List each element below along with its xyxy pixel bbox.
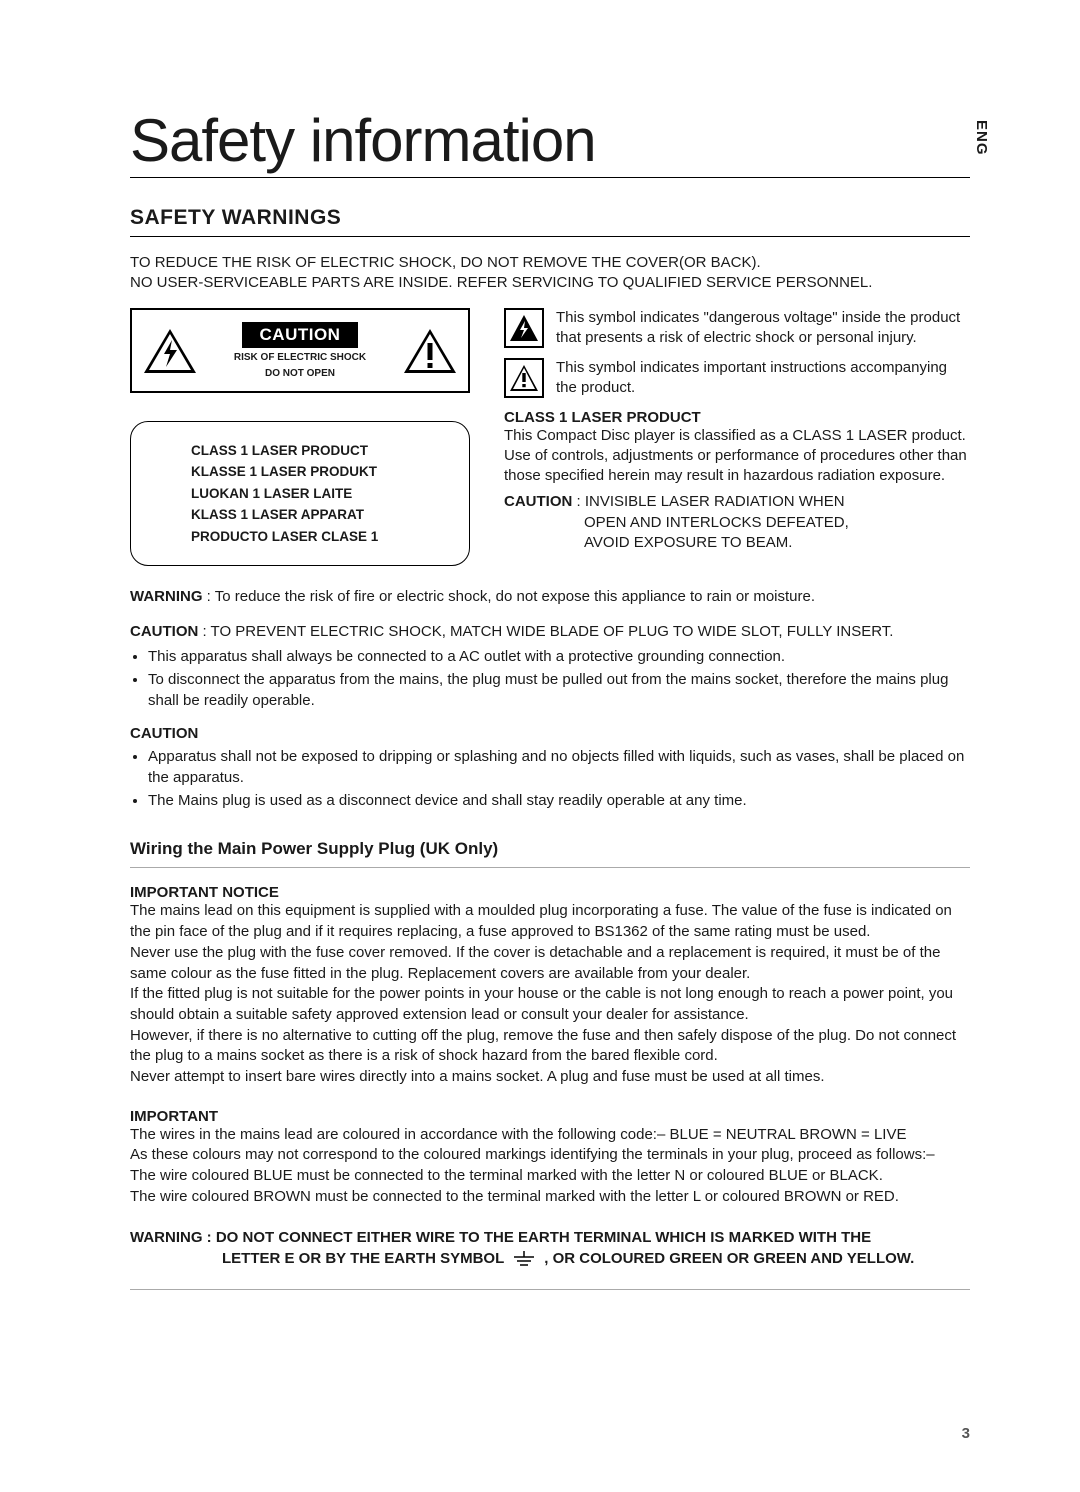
final-warning-line-1: WARNING : DO NOT CONNECT EITHER WIRE TO … <box>130 1227 970 1248</box>
shock-triangle-mini-icon <box>509 314 539 342</box>
caution-text-2: : TO PREVENT ELECTRIC SHOCK, MATCH WIDE … <box>198 623 893 640</box>
safety-warnings-heading: SAFETY WARNINGS <box>130 206 970 237</box>
list-item: The Mains plug is used as a disconnect d… <box>148 790 970 811</box>
warning-label: WARNING <box>130 588 203 605</box>
bullet-list-1: This apparatus shall always be connected… <box>130 646 970 711</box>
symbol-row-exclamation: This symbol indicates important instruct… <box>504 358 970 399</box>
important-p3: The wire coloured BLUE must be connected… <box>130 1166 970 1187</box>
list-item: Apparatus shall not be exposed to drippi… <box>148 746 970 788</box>
intro-line-2: NO USER-SERVICEABLE PARTS ARE INSIDE. RE… <box>130 273 970 293</box>
class1-heading: CLASS 1 LASER PRODUCT <box>504 409 970 426</box>
important-p2: As these colours may not correspond to t… <box>130 1145 970 1166</box>
exclamation-triangle-mini-icon <box>509 364 539 392</box>
two-column-region: CAUTION RISK OF ELECTRIC SHOCK DO NOT OP… <box>130 308 970 567</box>
important-p4: The wire coloured BROWN must be connecte… <box>130 1187 970 1208</box>
caution-sub-2: DO NOT OPEN <box>234 368 366 381</box>
laser-line-2: KLASSE 1 LASER PRODUKT <box>191 461 449 483</box>
radiation-line-2: OPEN AND INTERLOCKS DEFEATED, <box>504 513 970 533</box>
mini-exclamation-box <box>504 358 544 398</box>
exclamation-triangle-icon <box>402 327 458 375</box>
caution-radiation: CAUTION : INVISIBLE LASER RADIATION WHEN… <box>504 492 970 553</box>
bullet-list-2: Apparatus shall not be exposed to drippi… <box>130 746 970 811</box>
radiation-label: CAUTION <box>504 493 572 510</box>
symbol-shock-text: This symbol indicates "dangerous voltage… <box>556 308 970 349</box>
laser-class-box: CLASS 1 LASER PRODUCT KLASSE 1 LASER PRO… <box>130 421 470 567</box>
shock-triangle-icon <box>142 327 198 375</box>
notice-p5: Never attempt to insert bare wires direc… <box>130 1067 970 1088</box>
warning-text: : To reduce the risk of fire or electric… <box>203 588 816 605</box>
left-column: CAUTION RISK OF ELECTRIC SHOCK DO NOT OP… <box>130 308 470 567</box>
language-tab: ENG <box>973 120 990 156</box>
class1-para-1: This Compact Disc player is classified a… <box>504 426 970 446</box>
list-item: To disconnect the apparatus from the mai… <box>148 669 970 711</box>
intro-text: TO REDUCE THE RISK OF ELECTRIC SHOCK, DO… <box>130 253 970 294</box>
page-number: 3 <box>962 1425 970 1442</box>
notice-p1: The mains lead on this equipment is supp… <box>130 901 970 942</box>
final-warning: WARNING : DO NOT CONNECT EITHER WIRE TO … <box>130 1227 970 1290</box>
important-p1: The wires in the mains lead are coloured… <box>130 1125 970 1146</box>
earth-symbol-icon <box>510 1251 538 1267</box>
important-notice-heading: IMPORTANT NOTICE <box>130 884 970 901</box>
notice-p3: If the fitted plug is not suitable for t… <box>130 984 970 1025</box>
page-title: Safety information <box>130 106 970 178</box>
mini-shock-box <box>504 308 544 348</box>
radiation-line-3: AVOID EXPOSURE TO BEAM. <box>504 533 970 553</box>
intro-line-1: TO REDUCE THE RISK OF ELECTRIC SHOCK, DO… <box>130 253 970 273</box>
caution-plug: CAUTION : TO PREVENT ELECTRIC SHOCK, MAT… <box>130 621 970 711</box>
final-warning-line-2a: LETTER E OR BY THE EARTH SYMBOL <box>222 1248 504 1269</box>
caution-label: CAUTION <box>242 322 359 348</box>
symbol-exclamation-text: This symbol indicates important instruct… <box>556 358 970 399</box>
class1-para-2: Use of controls, adjustments or performa… <box>504 446 970 487</box>
laser-line-1: CLASS 1 LASER PRODUCT <box>191 440 449 462</box>
notice-p2: Never use the plug with the fuse cover r… <box>130 943 970 984</box>
laser-line-4: KLASS 1 LASER APPARAT <box>191 504 449 526</box>
page: ENG Safety information SAFETY WARNINGS T… <box>0 0 1080 1492</box>
caution-box: CAUTION RISK OF ELECTRIC SHOCK DO NOT OP… <box>130 308 470 393</box>
warning-moisture: WARNING : To reduce the risk of fire or … <box>130 586 970 607</box>
symbol-row-shock: This symbol indicates "dangerous voltage… <box>504 308 970 349</box>
notice-p4: However, if there is no alternative to c… <box>130 1026 970 1067</box>
caution-label-2: CAUTION <box>130 623 198 640</box>
list-item: This apparatus shall always be connected… <box>148 646 970 667</box>
caution-center: CAUTION RISK OF ELECTRIC SHOCK DO NOT OP… <box>234 322 366 381</box>
wiring-heading: Wiring the Main Power Supply Plug (UK On… <box>130 839 970 868</box>
laser-line-3: LUOKAN 1 LASER LAITE <box>191 483 449 505</box>
radiation-line-1: : INVISIBLE LASER RADIATION WHEN <box>572 493 844 510</box>
caution-heading-2: CAUTION <box>130 725 970 742</box>
final-warning-line-2b: , OR COLOURED GREEN OR GREEN AND YELLOW. <box>544 1248 914 1269</box>
caution-sub-1: RISK OF ELECTRIC SHOCK <box>234 352 366 365</box>
important-heading: IMPORTANT <box>130 1108 970 1125</box>
right-column: This symbol indicates "dangerous voltage… <box>504 308 970 567</box>
laser-line-5: PRODUCTO LASER CLASE 1 <box>191 526 449 548</box>
